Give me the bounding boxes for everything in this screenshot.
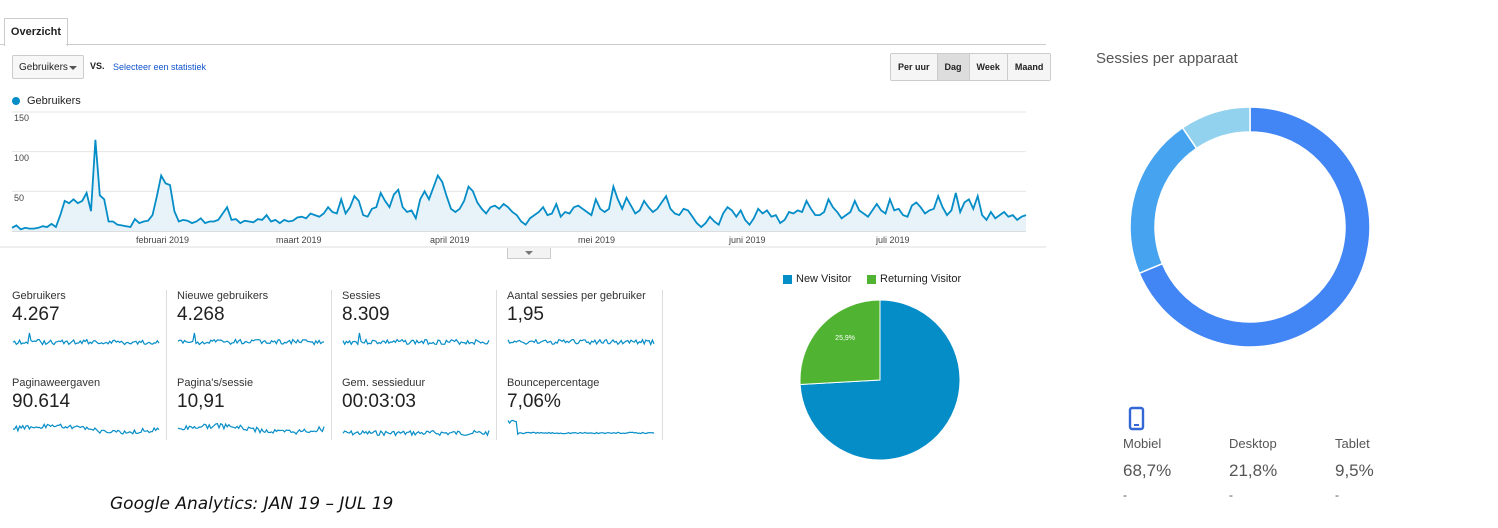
metric-paginas-per-sessie[interactable]: Pagina's/sessie 10,91 bbox=[177, 377, 327, 447]
collapse-chart-button[interactable] bbox=[507, 248, 551, 259]
x-tick-februari: februari 2019 bbox=[136, 235, 190, 245]
device-donut-chart[interactable] bbox=[1120, 97, 1380, 357]
sparkline-path bbox=[507, 338, 655, 347]
metric-paginaweergaven[interactable]: Paginaweergaven 90.614 bbox=[12, 377, 162, 447]
metric-divider bbox=[166, 290, 167, 440]
pie-slice-returning[interactable] bbox=[799, 299, 881, 386]
metric-gem-sessieduur[interactable]: Gem. sessieduur 00:03:03 bbox=[342, 377, 492, 447]
device-value-desktop: 21,8% bbox=[1229, 461, 1278, 480]
maand-button[interactable]: Maand bbox=[1006, 54, 1051, 80]
metric-label: Pagina's/sessie bbox=[177, 377, 254, 389]
legend-returning-visitor: Returning Visitor bbox=[880, 273, 962, 285]
sparkline-path bbox=[342, 429, 490, 437]
select-statistic-link[interactable]: Selecteer een statistiek bbox=[113, 62, 207, 72]
dag-button[interactable]: Dag bbox=[936, 54, 969, 80]
sparkline bbox=[177, 422, 325, 435]
sparkline bbox=[12, 332, 160, 346]
metric-label: Paginaweergaven bbox=[12, 377, 101, 389]
sparkline bbox=[12, 422, 160, 435]
device-value-mobiel: 68,7% bbox=[1123, 461, 1172, 480]
x-tick-mei: mei 2019 bbox=[578, 235, 616, 245]
sparkline bbox=[507, 419, 655, 436]
x-tick-juli: juli 2019 bbox=[876, 235, 910, 245]
chart-legend-label: Gebruikers bbox=[27, 95, 81, 107]
metric-dropdown[interactable]: Gebruikers bbox=[12, 55, 84, 79]
metric-sessies-per-gebruiker[interactable]: Aantal sessies per gebruiker 1,95 bbox=[507, 290, 657, 360]
x-tick-juni: juni 2019 bbox=[729, 235, 766, 245]
sparkline-path bbox=[507, 419, 655, 436]
granularity-buttons: Per uur Dag Week Maand bbox=[890, 53, 1052, 81]
metric-value: 90.614 bbox=[12, 391, 71, 412]
sparkline-path bbox=[12, 332, 160, 346]
donut-slice-desktop[interactable] bbox=[1129, 126, 1198, 275]
metric-value: 1,95 bbox=[507, 304, 544, 325]
vs-label: VS. bbox=[90, 61, 105, 71]
metric-value: 8.309 bbox=[342, 304, 390, 325]
y-tick-150: 150 bbox=[14, 113, 30, 123]
metric-divider bbox=[331, 290, 332, 440]
sparkline-path bbox=[12, 422, 160, 435]
devices-title: Sessies per apparaat bbox=[1096, 50, 1238, 67]
metric-value: 10,91 bbox=[177, 391, 225, 412]
donut-slice-tablet[interactable] bbox=[1181, 106, 1251, 150]
device-trend-tablet: - bbox=[1335, 488, 1339, 502]
metric-value: 7,06% bbox=[507, 391, 561, 412]
visitor-pie-chart[interactable]: 74,1% 25,9% bbox=[795, 296, 965, 466]
metric-sessies[interactable]: Sessies 8.309 bbox=[342, 290, 492, 360]
metric-bouncepercentage[interactable]: Bouncepercentage 7,06% bbox=[507, 377, 657, 447]
metric-label: Gebruikers bbox=[12, 290, 66, 302]
legend-dot-icon bbox=[12, 97, 20, 105]
device-trend-desktop: - bbox=[1229, 488, 1233, 502]
mobile-phone-icon bbox=[1128, 406, 1145, 431]
tab-divider bbox=[66, 44, 1046, 45]
caption: Google Analytics: JAN 19 – JUL 19 bbox=[110, 494, 394, 514]
sparkline bbox=[177, 332, 325, 346]
sparkline-path bbox=[342, 332, 490, 346]
metric-divider bbox=[496, 290, 497, 440]
legend-new-visitor: New Visitor bbox=[796, 273, 852, 285]
y-tick-50: 50 bbox=[14, 193, 25, 203]
metric-dropdown-label: Gebruikers bbox=[19, 62, 68, 73]
device-label-tablet: Tablet bbox=[1335, 436, 1370, 451]
per-uur-button[interactable]: Per uur bbox=[891, 54, 937, 80]
metric-divider bbox=[662, 290, 663, 440]
donut-slice-mobiel[interactable] bbox=[1138, 106, 1371, 348]
tab-overzicht[interactable]: Overzicht bbox=[4, 18, 68, 46]
metric-label: Gem. sessieduur bbox=[342, 377, 426, 389]
sparkline bbox=[342, 429, 490, 437]
sparkline bbox=[507, 338, 655, 347]
sparkline-path bbox=[177, 332, 325, 346]
metric-value: 4.267 bbox=[12, 304, 60, 325]
metric-label: Sessies bbox=[342, 290, 381, 302]
device-label-mobiel: Mobiel bbox=[1123, 436, 1162, 451]
metric-nieuwe-gebruikers[interactable]: Nieuwe gebruikers 4.268 bbox=[177, 290, 327, 360]
metric-label: Nieuwe gebruikers bbox=[177, 290, 269, 302]
returning-visitor-swatch bbox=[867, 275, 876, 284]
metric-value: 00:03:03 bbox=[342, 391, 416, 412]
y-tick-100: 100 bbox=[14, 153, 30, 163]
device-value-tablet: 9,5% bbox=[1335, 461, 1374, 480]
new-visitor-swatch bbox=[783, 275, 792, 284]
pie-label-returning: 25,9% bbox=[835, 335, 855, 342]
device-label-desktop: Desktop bbox=[1229, 436, 1277, 451]
sparkline-path bbox=[177, 422, 325, 435]
metric-label: Bouncepercentage bbox=[507, 377, 600, 389]
pie-label-new: 74,1% bbox=[920, 450, 940, 457]
series-line-gebruikers bbox=[11, 139, 1027, 231]
device-trend-mobiel: - bbox=[1123, 488, 1127, 502]
x-tick-maart: maart 2019 bbox=[276, 235, 322, 245]
users-line-chart[interactable] bbox=[0, 108, 1046, 248]
metric-value: 4.268 bbox=[177, 304, 225, 325]
chevron-down-icon bbox=[69, 66, 77, 70]
metric-label: Aantal sessies per gebruiker bbox=[507, 290, 646, 302]
metric-gebruikers[interactable]: Gebruikers 4.267 bbox=[12, 290, 162, 360]
sparkline bbox=[342, 332, 490, 346]
week-button[interactable]: Week bbox=[968, 54, 1007, 80]
tab-divider-left bbox=[0, 44, 4, 45]
x-tick-april: april 2019 bbox=[430, 235, 470, 245]
